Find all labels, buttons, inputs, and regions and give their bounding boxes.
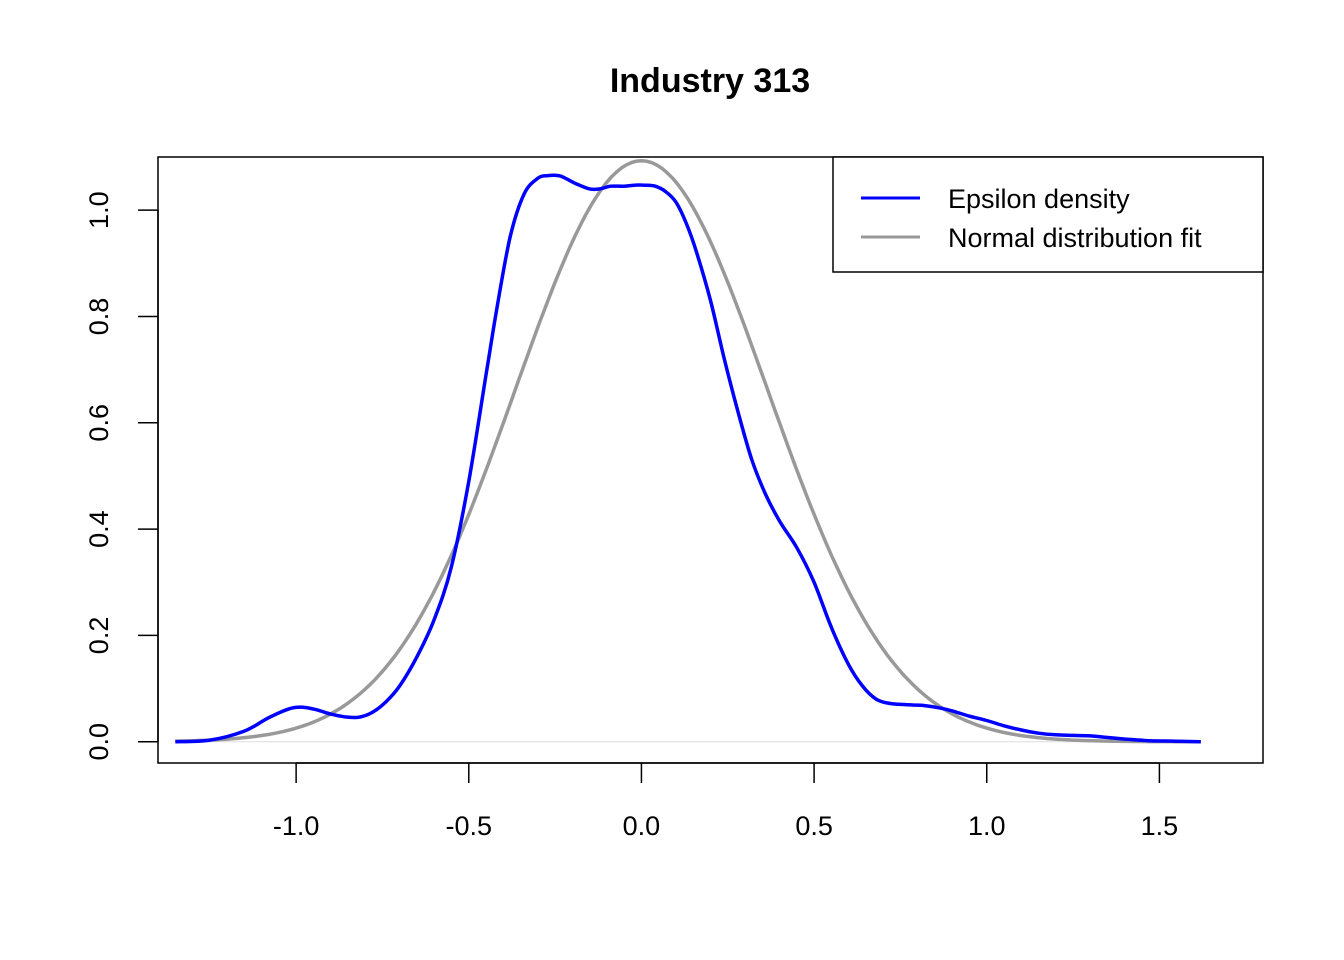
y-tick-label: 0.2 <box>84 617 114 655</box>
y-tick-label: 1.0 <box>84 191 114 229</box>
y-tick-label: 0.6 <box>84 404 114 442</box>
y-tick-label: 0.0 <box>84 723 114 761</box>
series-normal-fit-line <box>175 158 1201 744</box>
y-tick-label: 0.8 <box>84 298 114 336</box>
legend-box <box>832 156 1264 273</box>
x-tick-label: -0.5 <box>446 811 493 841</box>
x-tick-label: 1.0 <box>968 811 1006 841</box>
x-tick-label: 1.5 <box>1141 811 1179 841</box>
x-tick-label: 0.0 <box>623 811 661 841</box>
legend: Epsilon density Normal distribution fit <box>832 156 1264 273</box>
x-tick-label: 0.5 <box>795 811 833 841</box>
legend-label-normal: Normal distribution fit <box>948 223 1202 253</box>
axes-layer: -1.0 -0.5 0.0 0.5 1.0 1.5 0.0 0.2 0.4 0.6 0.8 1.0 <box>84 191 1178 841</box>
plot-layer <box>175 158 1201 744</box>
y-tick-label: 0.4 <box>84 510 114 548</box>
plot-frame <box>157 156 1264 764</box>
x-tick-label: -1.0 <box>273 811 320 841</box>
legend-label-epsilon: Epsilon density <box>948 184 1130 214</box>
chart-title: Industry 313 <box>610 62 810 100</box>
series-epsilon-density-line <box>175 173 1201 744</box>
